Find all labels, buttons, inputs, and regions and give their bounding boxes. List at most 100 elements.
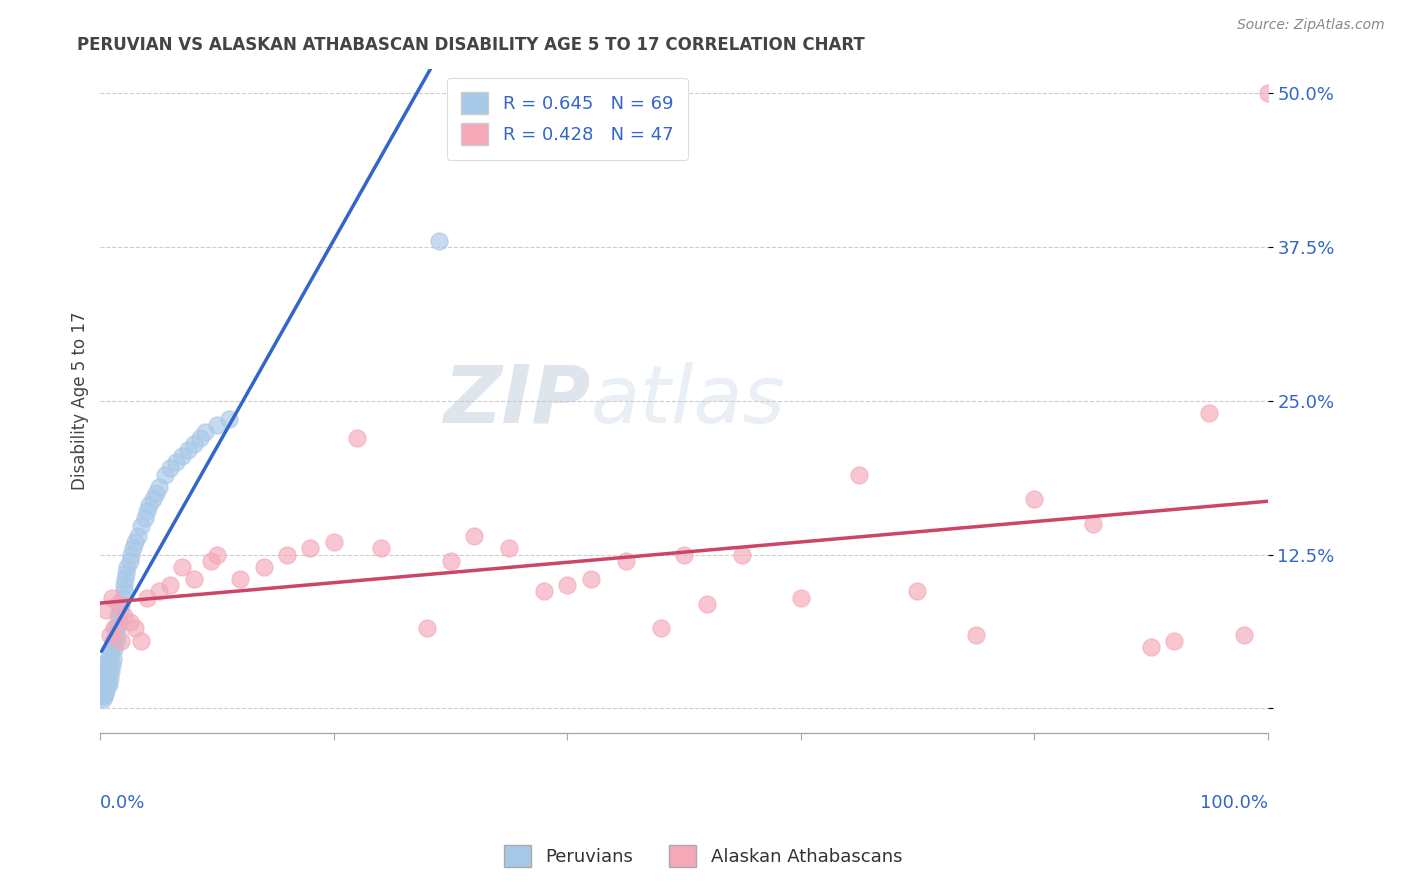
Peruvians [183, 437, 205, 451]
Peruvians [108, 615, 131, 630]
Text: atlas: atlas [591, 362, 786, 440]
Peruvians [105, 627, 128, 641]
Alaskan Athabascans [136, 591, 159, 605]
Peruvians [136, 504, 159, 518]
Peruvians [103, 652, 125, 666]
Alaskan Athabascans [1257, 86, 1279, 100]
Alaskan Athabascans [200, 554, 222, 568]
Peruvians [96, 655, 118, 669]
Alaskan Athabascans [346, 431, 368, 445]
Alaskan Athabascans [112, 609, 135, 624]
Alaskan Athabascans [229, 572, 252, 586]
Alaskan Athabascans [118, 615, 141, 630]
Alaskan Athabascans [498, 541, 520, 556]
Peruvians [91, 687, 114, 701]
Peruvians [177, 442, 200, 457]
Peruvians [96, 679, 118, 693]
Peruvians [104, 633, 127, 648]
Peruvians [90, 689, 112, 703]
Text: ZIP: ZIP [443, 362, 591, 440]
Alaskan Athabascans [848, 467, 870, 482]
Peruvians [101, 640, 124, 654]
Peruvians [96, 682, 118, 697]
Alaskan Athabascans [731, 548, 754, 562]
Peruvians [134, 510, 156, 524]
Peruvians [427, 234, 450, 248]
Peruvians [103, 642, 125, 657]
Peruvians [138, 499, 160, 513]
Peruvians [90, 682, 112, 697]
Peruvians [97, 677, 120, 691]
Text: 0.0%: 0.0% [100, 795, 146, 813]
Alaskan Athabascans [96, 603, 118, 617]
Text: Source: ZipAtlas.com: Source: ZipAtlas.com [1237, 18, 1385, 32]
Peruvians [153, 467, 176, 482]
Peruvians [91, 691, 114, 706]
Peruvians [142, 492, 165, 507]
Alaskan Athabascans [103, 621, 125, 635]
Alaskan Athabascans [533, 584, 555, 599]
Alaskan Athabascans [555, 578, 578, 592]
Peruvians [98, 671, 121, 685]
Y-axis label: Disability Age 5 to 17: Disability Age 5 to 17 [72, 311, 89, 490]
Peruvians [90, 677, 112, 691]
Peruvians [107, 609, 129, 624]
Peruvians [100, 665, 122, 679]
Peruvians [93, 674, 115, 689]
Peruvians [124, 535, 146, 549]
Alaskan Athabascans [183, 572, 205, 586]
Alaskan Athabascans [579, 572, 602, 586]
Peruvians [115, 559, 138, 574]
Peruvians [101, 658, 124, 673]
Alaskan Athabascans [965, 627, 987, 641]
Alaskan Athabascans [129, 633, 152, 648]
Peruvians [107, 617, 129, 632]
Peruvians [145, 486, 167, 500]
Peruvians [115, 566, 138, 580]
Alaskan Athabascans [276, 548, 298, 562]
Peruvians [104, 621, 127, 635]
Alaskan Athabascans [463, 529, 485, 543]
Peruvians [96, 671, 118, 685]
Alaskan Athabascans [1024, 492, 1046, 507]
Peruvians [97, 662, 120, 676]
Alaskan Athabascans [253, 559, 276, 574]
Alaskan Athabascans [650, 621, 672, 635]
Peruvians [112, 578, 135, 592]
Alaskan Athabascans [1198, 406, 1220, 420]
Alaskan Athabascans [439, 554, 461, 568]
Peruvians [103, 633, 125, 648]
Peruvians [165, 455, 187, 469]
Peruvians [96, 666, 118, 681]
Peruvians [218, 412, 240, 426]
Alaskan Athabascans [370, 541, 392, 556]
Peruvians [120, 548, 142, 562]
Alaskan Athabascans [672, 548, 695, 562]
Peruvians [112, 584, 135, 599]
Text: 100.0%: 100.0% [1199, 795, 1268, 813]
Peruvians [91, 671, 114, 685]
Alaskan Athabascans [1233, 627, 1256, 641]
Peruvians [205, 418, 228, 433]
Peruvians [100, 646, 122, 660]
Alaskan Athabascans [907, 584, 929, 599]
Alaskan Athabascans [107, 597, 129, 611]
Alaskan Athabascans [110, 633, 132, 648]
Alaskan Athabascans [205, 548, 228, 562]
Peruvians [108, 603, 131, 617]
Peruvians [94, 687, 117, 701]
Peruvians [93, 682, 115, 697]
Peruvians [110, 597, 132, 611]
Peruvians [188, 431, 211, 445]
Peruvians [122, 541, 145, 556]
Legend: R = 0.645   N = 69, R = 0.428   N = 47: R = 0.645 N = 69, R = 0.428 N = 47 [447, 78, 688, 160]
Peruvians [93, 666, 115, 681]
Alaskan Athabascans [124, 621, 146, 635]
Alaskan Athabascans [416, 621, 439, 635]
Alaskan Athabascans [322, 535, 344, 549]
Alaskan Athabascans [696, 597, 718, 611]
Peruvians [170, 449, 193, 463]
Alaskan Athabascans [790, 591, 813, 605]
Alaskan Athabascans [1163, 633, 1185, 648]
Alaskan Athabascans [148, 584, 170, 599]
